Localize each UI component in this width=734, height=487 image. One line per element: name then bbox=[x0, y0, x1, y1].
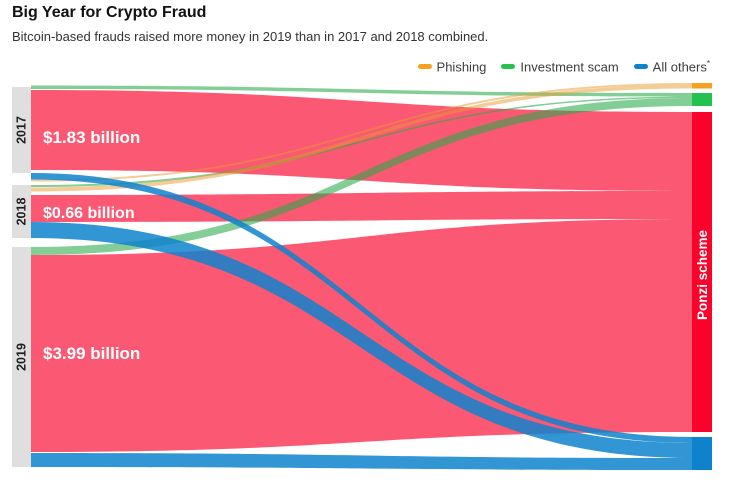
category-label-ponzi-scheme: Ponzi scheme bbox=[695, 229, 710, 320]
flow-2019-to-all-others bbox=[31, 453, 692, 470]
category-node-investment-scam bbox=[692, 93, 712, 106]
flow-2018-to-all-others bbox=[31, 222, 692, 458]
page-subtitle: Bitcoin-based frauds raised more money i… bbox=[12, 29, 489, 44]
legend-swatch-all-others-icon bbox=[633, 64, 648, 70]
year-node-2019 bbox=[12, 247, 31, 467]
legend-swatch-investment-scam-icon bbox=[501, 64, 516, 70]
year-node-2018 bbox=[12, 185, 31, 238]
legend-item-all-others: All others* bbox=[633, 59, 710, 75]
year-label-2019: 2019 bbox=[15, 343, 29, 371]
flow-2018-to-investment-scam bbox=[31, 96, 692, 187]
year-node-2017 bbox=[12, 87, 31, 173]
flow-2017-to-phishing bbox=[31, 83, 692, 182]
page-title: Big Year for Crypto Fraud bbox=[12, 4, 207, 21]
year-total-2018: $0.66 billion bbox=[43, 205, 135, 222]
category-node-ponzi-scheme bbox=[692, 112, 712, 432]
flow-2019-to-investment-scam bbox=[31, 98, 692, 255]
year-label-2017: 2017 bbox=[15, 116, 29, 144]
legend-item-investment-scam: Investment scam bbox=[501, 59, 619, 75]
legend-label-phishing: Phishing bbox=[436, 59, 487, 75]
legend-label-investment-scam: Investment scam bbox=[520, 59, 619, 75]
legend-label-all-others: All others bbox=[652, 59, 707, 75]
legend-suffix-all-others: * bbox=[706, 59, 710, 68]
year-label-2018: 2018 bbox=[15, 198, 29, 226]
flow-2018-to-phishing bbox=[31, 85, 692, 192]
legend-item-phishing: Phishing bbox=[417, 59, 487, 75]
year-total-2019: $3.99 billion bbox=[43, 344, 140, 363]
legend-swatch-phishing-icon bbox=[417, 64, 432, 70]
category-node-phishing bbox=[692, 83, 712, 89]
flow-2017-to-all-others bbox=[31, 173, 692, 443]
year-total-2017: $1.83 billion bbox=[43, 128, 140, 147]
chart-legend: Phishing Investment scam All others* bbox=[417, 59, 710, 75]
category-node-all-others bbox=[692, 437, 712, 470]
flow-2018-to-ponzi-scheme bbox=[31, 191, 692, 222]
